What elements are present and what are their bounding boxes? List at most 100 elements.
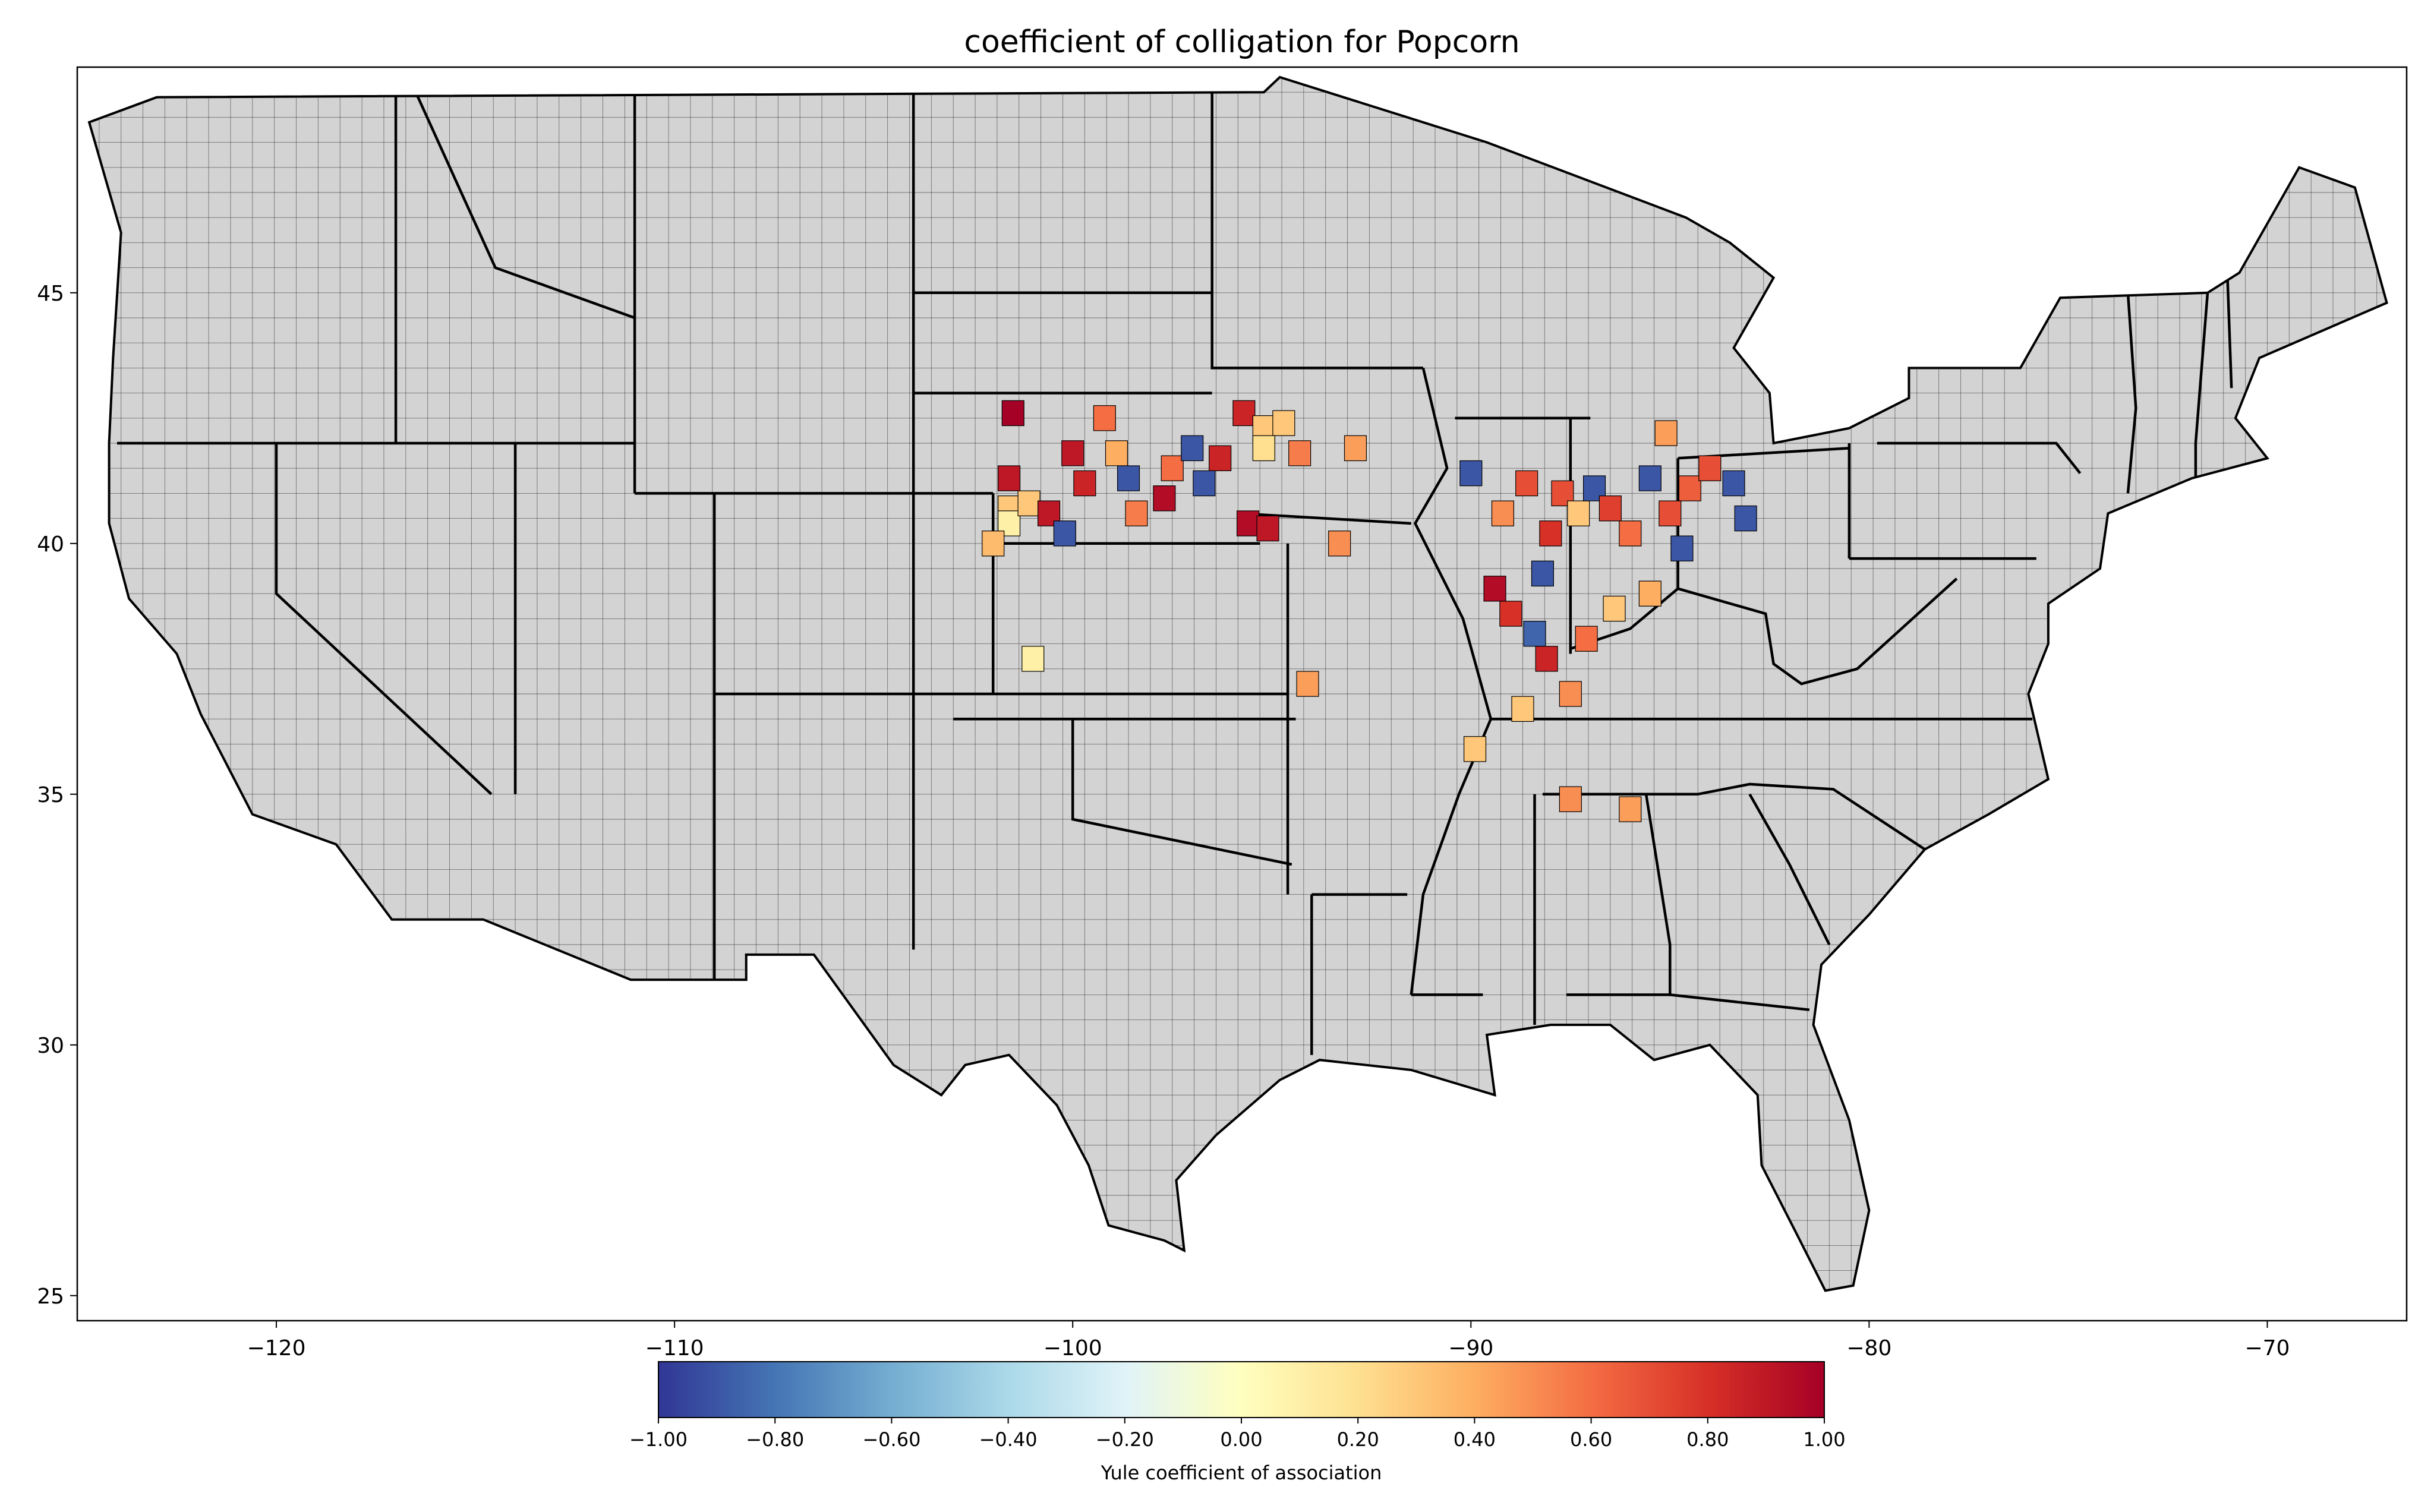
y-tick-label: 40 (37, 532, 64, 557)
y-tick-label: 35 (37, 783, 64, 807)
x-tick-label: −70 (2244, 1336, 2290, 1361)
county-cell (1603, 595, 1626, 622)
colorbar-tick-label: 0.40 (1454, 1428, 1496, 1451)
county-cell (1499, 601, 1522, 627)
county-cell (1722, 470, 1745, 497)
x-axis: −120 −110 −100 −90 −80 −70 (247, 1321, 2290, 1361)
county-cell (1491, 500, 1515, 526)
county-cell (1599, 495, 1622, 522)
county-cell (1575, 626, 1598, 652)
county-cell (1698, 455, 1722, 481)
county-cell (1181, 435, 1204, 462)
county-cell (1638, 580, 1661, 607)
state-border (1877, 441, 2082, 474)
county-cell (1734, 505, 1757, 532)
county-cell (1021, 646, 1045, 672)
county-cell (1678, 475, 1701, 501)
colorbar-tick-label: 0.00 (1220, 1428, 1262, 1451)
state-border (1240, 512, 1411, 525)
x-tick-label: −100 (1043, 1336, 1102, 1361)
county-cell (1619, 520, 1642, 547)
county-cell (1125, 500, 1148, 526)
county-cell (1209, 445, 1232, 472)
state-border (1570, 577, 1958, 686)
county-cell (1073, 470, 1096, 497)
county-cell (1328, 531, 1351, 557)
x-tick-label: −90 (1448, 1336, 1493, 1361)
county-cell (1053, 520, 1076, 547)
county-cell (1117, 465, 1140, 491)
y-tick-label: 30 (37, 1034, 64, 1058)
state-border (1566, 794, 1672, 996)
county-cell (1531, 560, 1555, 587)
colorbar-tick-label: 0.20 (1337, 1428, 1379, 1451)
county-cell (1237, 510, 1260, 536)
colorbar-tick-label: 1.00 (1803, 1428, 1845, 1451)
state-border (2226, 277, 2233, 389)
county-cell (1272, 410, 1295, 436)
county-cell (1567, 500, 1590, 526)
colorbar-ticks: −1.00 −0.80 −0.60 −0.40 −0.20 0.00 0.20 0.40 0.6… (629, 1418, 1846, 1451)
county-cell (1256, 515, 1279, 542)
state-border (275, 443, 493, 796)
county-cell (1670, 535, 1694, 561)
county-cell (1105, 440, 1128, 466)
state-border (1210, 92, 1423, 370)
county-cell (1515, 470, 1538, 497)
colorbar-tick-label: −0.20 (1096, 1428, 1154, 1451)
colorbar-tick-label: −1.00 (629, 1428, 688, 1451)
county-cell (1017, 490, 1041, 517)
county-cell (1061, 440, 1084, 466)
map-panel (76, 66, 2408, 1322)
county-cell (1296, 671, 1319, 697)
county-cell (1511, 696, 1534, 722)
y-tick-label: 45 (37, 282, 64, 306)
county-cell (1619, 796, 1642, 822)
x-tick-label: −120 (247, 1336, 306, 1361)
county-cell (1232, 400, 1256, 427)
map-frame (76, 66, 2408, 1322)
county-cell (1659, 500, 1682, 526)
colorbar-tick-label: 0.60 (1570, 1428, 1612, 1451)
state-border (1542, 782, 1926, 851)
county-cell (1001, 400, 1024, 427)
county-cell (1252, 435, 1275, 462)
county-cell (1559, 786, 1582, 812)
y-axis: 25 30 35 40 45 (37, 282, 77, 1309)
county-cell (997, 465, 1021, 491)
state-boundaries (117, 91, 2233, 1055)
colorbar-tick-label: −0.80 (746, 1428, 804, 1451)
state-border (1071, 719, 1292, 866)
colorbar-tick-label: −0.40 (979, 1428, 1038, 1451)
state-border (1748, 793, 1831, 946)
x-tick-label: −80 (1846, 1336, 1891, 1361)
y-tick-label: 25 (37, 1284, 64, 1309)
state-border (2194, 292, 2209, 479)
colorbar: −1.00 −0.80 −0.60 −0.40 −0.20 0.00 0.20 0.40 0.6… (629, 1361, 1846, 1484)
colorbar-tick-label: 0.80 (1686, 1428, 1729, 1451)
x-tick-label: −110 (645, 1336, 704, 1361)
county-cell (1539, 520, 1562, 547)
county-cell (1483, 576, 1506, 602)
state-border (1670, 993, 1810, 1011)
county-cell (1535, 646, 1558, 672)
county-cell (1193, 470, 1216, 497)
county-cell (982, 531, 1005, 557)
county-cell (1523, 620, 1546, 647)
county-cell (1161, 455, 1184, 481)
county-cell (1638, 465, 1661, 491)
county-cell (1654, 420, 1678, 446)
county-cell (1288, 440, 1311, 466)
county-cell (1344, 435, 1367, 462)
colorbar-tick-label: −0.60 (862, 1428, 920, 1451)
county-cell (1464, 736, 1487, 762)
county-cell (1559, 681, 1582, 707)
chart-title: coefficient of colligation for Popcorn (964, 24, 1519, 60)
county-cell (1153, 485, 1176, 512)
state-border (414, 91, 635, 320)
colorbar-label: Yule coefficient of association (1101, 1462, 1382, 1484)
county-cell (1459, 460, 1483, 487)
colorbar-gradient (658, 1361, 1825, 1418)
county-value-cells (982, 400, 1757, 822)
